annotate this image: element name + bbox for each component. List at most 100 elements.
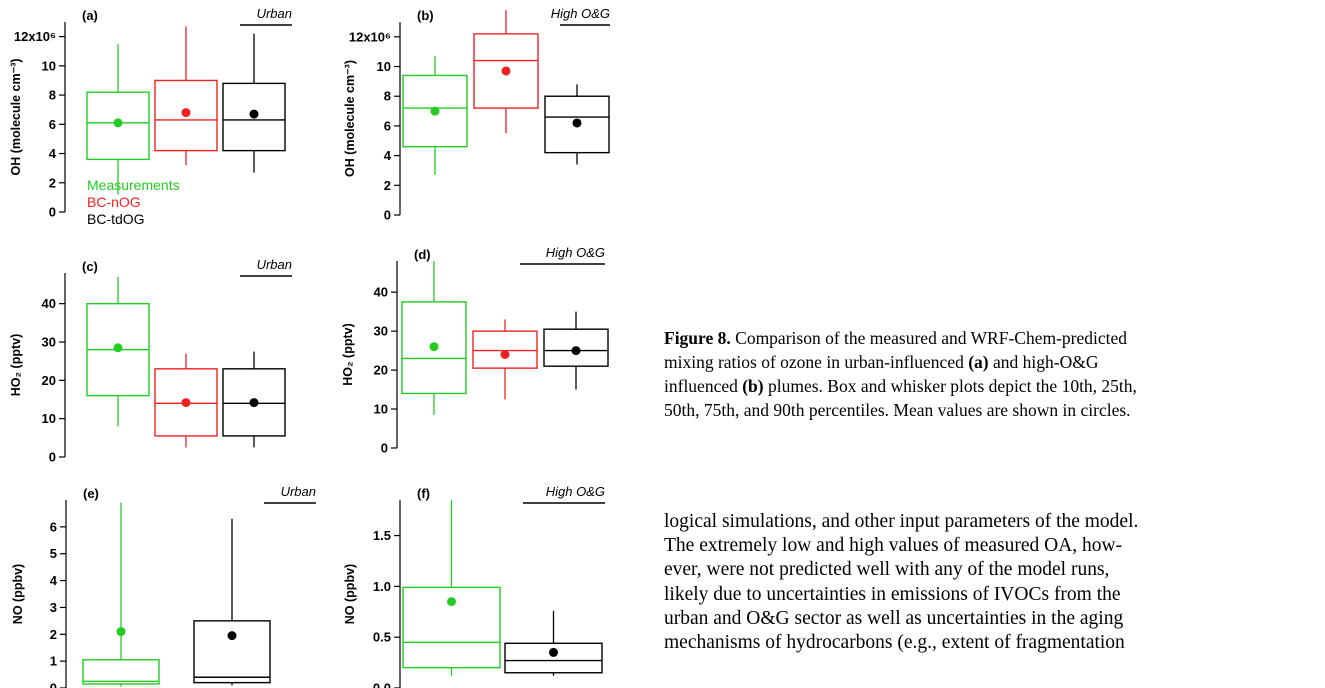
- panel-label: (e): [83, 486, 99, 501]
- box: [193, 620, 271, 684]
- mean-marker: [447, 597, 456, 607]
- caption-line-3: influenced (b) plumes. Box and whisker p…: [664, 374, 1325, 398]
- caption-line-4: 50th, 75th, and 90th percentiles. Mean v…: [664, 398, 1325, 422]
- caption-text-1: Comparison of the measured and WRF-Chem-…: [735, 328, 1128, 348]
- region-label: Urban: [281, 484, 316, 499]
- y-tick-label: 6: [49, 117, 56, 132]
- y-axis-label: NO (ppbv): [11, 564, 25, 624]
- y-tick-label: 10: [42, 411, 56, 426]
- body-line: mechanisms of hydrocarbons (e.g., extent…: [664, 632, 1125, 654]
- box: [154, 368, 218, 437]
- mean-marker: [500, 350, 510, 359]
- y-tick-label: 6: [50, 519, 57, 534]
- region-label: High O&G: [546, 245, 605, 260]
- y-tick-label: 20: [374, 363, 388, 378]
- mean-marker: [113, 118, 123, 128]
- caption-line-2: mixing ratios of ozone in urban-influenc…: [664, 350, 1325, 374]
- mean-marker: [227, 631, 237, 641]
- panel-label: (b): [417, 8, 434, 23]
- mean-marker: [571, 346, 581, 356]
- y-axis-label: OH (molecule cm⁻³): [343, 60, 357, 177]
- y-tick-label: 0: [384, 208, 391, 223]
- box: [402, 74, 468, 148]
- region-label: High O&G: [551, 6, 610, 21]
- box: [222, 82, 286, 152]
- mean-marker: [113, 343, 123, 353]
- y-tick-label: 8: [49, 88, 56, 103]
- mean-marker: [549, 647, 558, 657]
- box: [82, 659, 160, 685]
- y-tick-label: 4: [49, 146, 57, 161]
- y-tick-label: 30: [374, 324, 388, 339]
- y-tick-label: 0: [49, 205, 56, 220]
- y-tick-label: 30: [42, 335, 56, 350]
- region-label: High O&G: [546, 484, 605, 499]
- figure-label: Figure 8.: [664, 328, 731, 348]
- caption-text-3: and high-O&G: [993, 352, 1099, 372]
- y-tick-label: 2: [50, 627, 57, 642]
- body-line: logical simulations, and other input par…: [664, 511, 1139, 532]
- y-axis-label: NO (ppbv): [343, 564, 357, 624]
- y-tick-label: 12x10⁶: [349, 29, 391, 44]
- mean-marker: [429, 342, 439, 352]
- y-axis-label: OH (molecule cm⁻³): [9, 58, 23, 175]
- panel-label: (c): [82, 259, 98, 274]
- chart-panel: [394, 10, 610, 216]
- panel-label: (a): [82, 8, 98, 23]
- caption-ref-b: (b): [742, 376, 764, 396]
- y-tick-label: 10: [42, 58, 56, 73]
- caption-text-5: plumes. Box and whisker plots depict the…: [768, 376, 1137, 396]
- y-tick-label: 12x10⁶: [14, 29, 56, 44]
- y-tick-label: 2: [384, 178, 391, 193]
- y-tick-label: 3: [50, 600, 57, 615]
- mean-marker: [116, 627, 126, 637]
- y-tick-label: 10: [377, 59, 391, 74]
- y-tick-label: 0: [50, 681, 57, 688]
- y-tick-label: 4: [50, 573, 58, 588]
- chart-panel: [59, 22, 292, 213]
- y-tick-label: 0.5: [373, 630, 391, 645]
- box: [86, 91, 150, 161]
- y-tick-label: 2: [49, 175, 56, 190]
- y-tick-label: 1: [50, 654, 57, 669]
- box: [154, 79, 218, 152]
- region-label: Urban: [257, 257, 292, 272]
- mean-marker: [249, 109, 259, 119]
- caption-line-1: Figure 8. Comparison of the measured and…: [664, 326, 1325, 350]
- legend-entry: BC-tdOG: [87, 211, 145, 227]
- y-tick-label: 4: [384, 148, 392, 163]
- y-tick-label: 0: [381, 441, 388, 456]
- legend-entry: Measurements: [87, 177, 180, 193]
- box: [544, 95, 610, 154]
- box: [543, 328, 609, 367]
- chart-panel: [391, 261, 609, 449]
- mean-marker: [430, 106, 440, 116]
- body-line: The extremely low and high values of mea…: [664, 535, 1123, 557]
- y-tick-label: 5: [50, 546, 57, 561]
- y-tick-label: 10: [374, 402, 388, 417]
- mean-marker: [181, 108, 191, 118]
- y-axis-label: HO₂ (pptv): [9, 334, 23, 397]
- panel-label: (d): [414, 247, 431, 262]
- box: [504, 642, 603, 674]
- body-line: urban and O&G sector as well as uncertai…: [664, 607, 1124, 629]
- y-tick-label: 1.0: [373, 579, 391, 594]
- body-line: likely due to uncertainties in emissions…: [664, 583, 1121, 605]
- box: [222, 368, 286, 437]
- mean-marker: [501, 66, 511, 76]
- box: [401, 301, 467, 395]
- mean-marker: [572, 118, 582, 128]
- box: [472, 330, 538, 369]
- y-tick-label: 8: [384, 89, 391, 104]
- mean-marker: [181, 398, 191, 408]
- y-tick-label: 1.5: [373, 528, 391, 543]
- body-paragraph: logical simulations, and other input par…: [664, 510, 1325, 655]
- box: [473, 33, 539, 109]
- y-tick-label: 20: [42, 373, 56, 388]
- body-line: ever, were not predicted well with any o…: [664, 559, 1110, 581]
- box: [402, 586, 501, 669]
- y-tick-label: 40: [42, 296, 56, 311]
- y-tick-label: 0.0: [373, 681, 391, 688]
- y-tick-label: 0: [49, 450, 56, 465]
